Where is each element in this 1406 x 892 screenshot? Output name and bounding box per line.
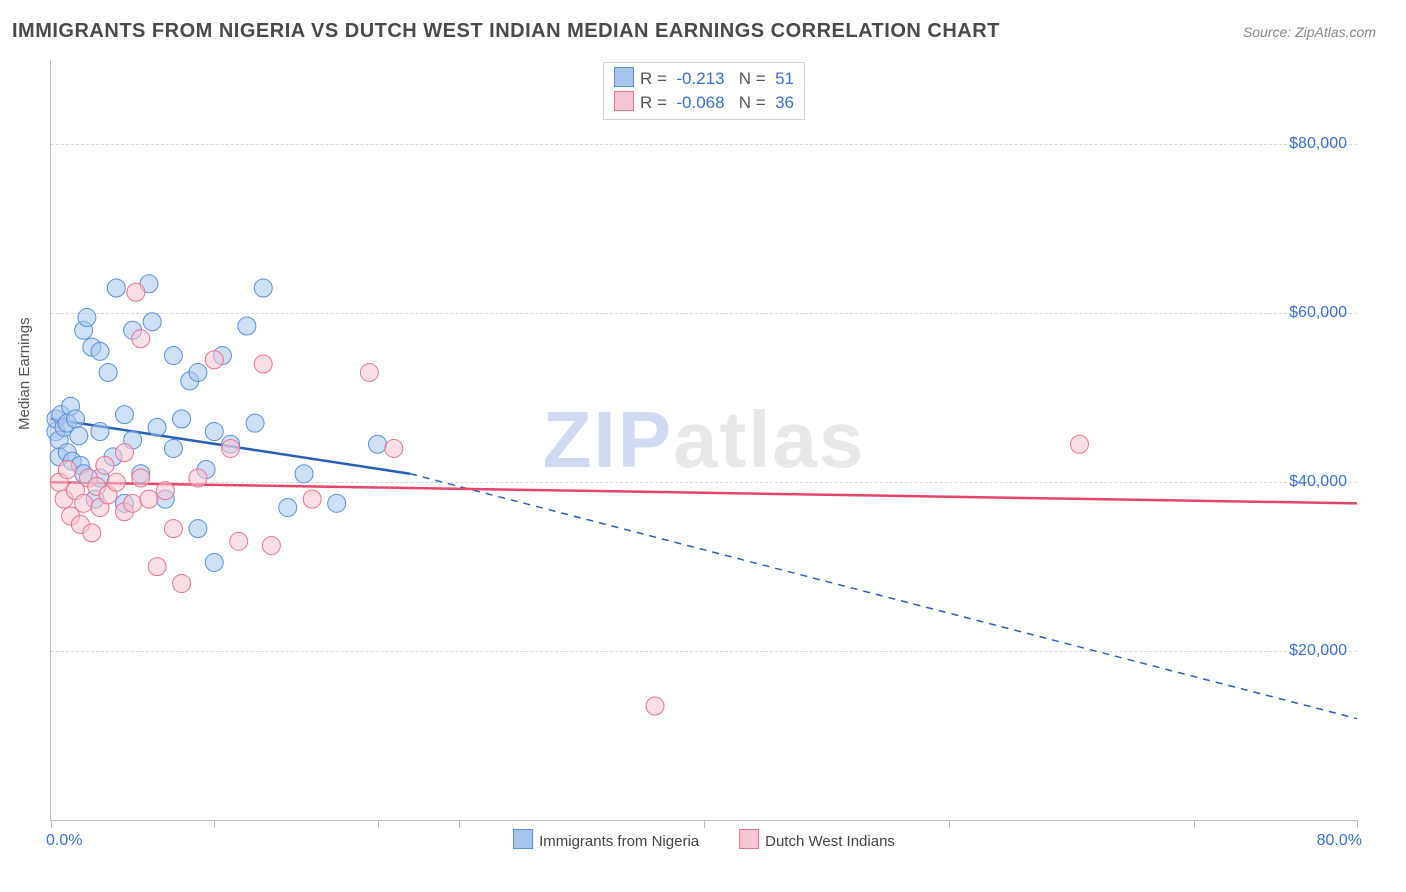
scatter-point-dutch — [173, 575, 191, 593]
corr-row-nigeria: R = -0.213 N = 51 — [614, 67, 794, 91]
scatter-point-nigeria — [143, 313, 161, 331]
scatter-point-nigeria — [254, 279, 272, 297]
scatter-point-nigeria — [99, 363, 117, 381]
x-tick — [1357, 820, 1358, 828]
scatter-point-dutch — [164, 520, 182, 538]
scatter-point-dutch — [132, 330, 150, 348]
scatter-point-dutch — [107, 473, 125, 491]
scatter-point-dutch — [1070, 435, 1088, 453]
scatter-point-nigeria — [66, 410, 84, 428]
y-axis-label: Median Earnings — [16, 317, 33, 430]
scatter-point-nigeria — [189, 363, 207, 381]
x-tick — [949, 820, 950, 828]
scatter-point-dutch — [140, 490, 158, 508]
scatter-point-nigeria — [205, 423, 223, 441]
plot-area: ZIPatlas $20,000$40,000$60,000$80,000 R … — [50, 60, 1357, 821]
correlation-box: R = -0.213 N = 51R = -0.068 N = 36 — [603, 62, 805, 120]
scatter-point-dutch — [75, 494, 93, 512]
scatter-point-nigeria — [189, 520, 207, 538]
scatter-point-nigeria — [78, 309, 96, 327]
scatter-point-nigeria — [173, 410, 191, 428]
x-axis-min-label: 0.0% — [46, 832, 82, 850]
legend-item: Immigrants from Nigeria — [513, 829, 699, 850]
corr-row-dutch: R = -0.068 N = 36 — [614, 91, 794, 115]
scatter-point-nigeria — [70, 427, 88, 445]
scatter-point-dutch — [385, 439, 403, 457]
scatter-point-dutch — [127, 283, 145, 301]
scatter-point-dutch — [205, 351, 223, 369]
scatter-point-nigeria — [369, 435, 387, 453]
scatter-point-nigeria — [246, 414, 264, 432]
legend-bottom: Immigrants from Nigeria Dutch West Indian… — [513, 829, 895, 850]
scatter-point-dutch — [254, 355, 272, 373]
scatter-point-nigeria — [148, 418, 166, 436]
x-tick — [378, 820, 379, 828]
scatter-point-nigeria — [238, 317, 256, 335]
scatter-point-dutch — [303, 490, 321, 508]
legend-item: Dutch West Indians — [739, 829, 895, 850]
scatter-point-dutch — [360, 363, 378, 381]
scatter-point-dutch — [230, 532, 248, 550]
scatter-point-dutch — [124, 494, 142, 512]
scatter-points-layer — [51, 60, 1357, 820]
scatter-point-dutch — [262, 537, 280, 555]
scatter-point-nigeria — [328, 494, 346, 512]
scatter-point-dutch — [646, 697, 664, 715]
x-tick — [51, 820, 52, 828]
scatter-point-dutch — [96, 456, 114, 474]
scatter-point-dutch — [222, 439, 240, 457]
scatter-point-nigeria — [115, 406, 133, 424]
x-tick — [1194, 820, 1195, 828]
scatter-point-nigeria — [279, 499, 297, 517]
x-tick — [459, 820, 460, 828]
scatter-point-nigeria — [107, 279, 125, 297]
scatter-point-nigeria — [295, 465, 313, 483]
chart-title: IMMIGRANTS FROM NIGERIA VS DUTCH WEST IN… — [12, 20, 1000, 43]
scatter-point-dutch — [189, 469, 207, 487]
x-tick — [214, 820, 215, 828]
scatter-point-dutch — [115, 444, 133, 462]
scatter-point-dutch — [83, 524, 101, 542]
scatter-point-nigeria — [205, 553, 223, 571]
x-axis-max-label: 80.0% — [1317, 832, 1362, 850]
scatter-point-nigeria — [91, 423, 109, 441]
scatter-point-dutch — [58, 461, 76, 479]
scatter-point-dutch — [156, 482, 174, 500]
scatter-point-nigeria — [164, 347, 182, 365]
x-tick — [704, 820, 705, 828]
source-attribution: Source: ZipAtlas.com — [1243, 24, 1376, 40]
scatter-point-nigeria — [91, 342, 109, 360]
scatter-point-dutch — [132, 469, 150, 487]
scatter-point-dutch — [148, 558, 166, 576]
scatter-point-nigeria — [164, 439, 182, 457]
